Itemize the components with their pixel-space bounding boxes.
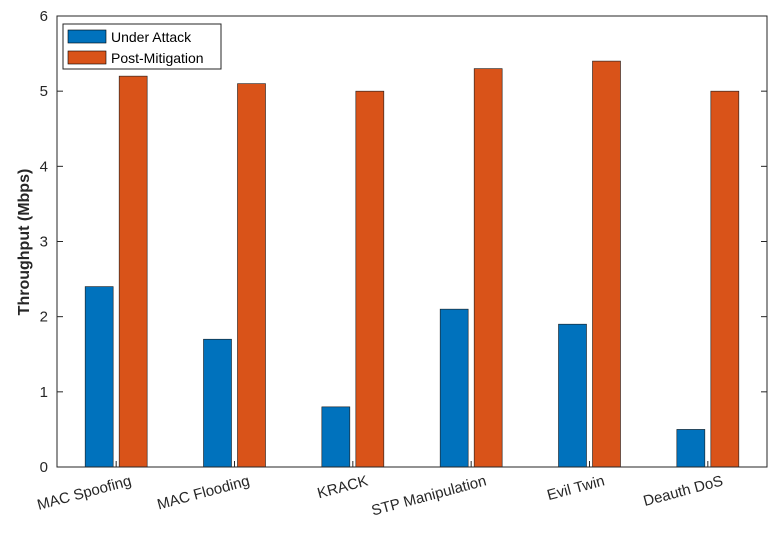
y-tick-label: 1 [40,384,48,401]
bar-under-attack [558,323,587,468]
x-tick-label: Evil Twin [545,472,606,504]
bar-under-attack [203,338,232,468]
y-tick-label: 0 [40,459,48,476]
y-tick-label: 2 [40,309,48,326]
x-tick-label: MAC Spoofing [35,472,133,513]
y-tick-label: 4 [40,158,48,175]
x-tick-label: STP Manipulation [370,472,488,519]
legend-swatch-under-attack [67,29,107,44]
x-tick-label: MAC Flooding [155,472,251,513]
bar-under-attack [84,286,114,468]
bar-post-mitigation [473,68,503,468]
bar-post-mitigation [592,60,621,468]
bar-post-mitigation [710,90,740,468]
x-tick-label: KRACK [316,472,370,502]
bars-layer [84,60,740,468]
bar-under-attack [439,308,469,468]
legend: Under Attack Post-Mitigation [62,23,222,70]
y-tick-label: 5 [40,83,48,100]
y-tick-label: 3 [40,234,48,251]
bar-post-mitigation [355,90,385,468]
y-axis: 0 1 2 3 4 5 6 [40,8,767,476]
legend-label-post-mitigation: Post-Mitigation [111,50,204,66]
y-axis-label: Throughput (Mbps) [16,169,33,316]
bar-post-mitigation [237,83,266,468]
x-axis: MAC Spoofing MAC Flooding KRACK STP Manipul… [35,461,725,519]
bar-post-mitigation [118,75,148,468]
legend-swatch-post-mitigation [67,50,107,65]
bar-under-attack [321,406,351,468]
y-tick-label: 6 [40,8,48,25]
x-tick-label: Deauth DoS [642,472,725,510]
legend-label-under-attack: Under Attack [111,29,192,45]
bar-under-attack [676,429,706,468]
plot-frame [56,15,768,468]
